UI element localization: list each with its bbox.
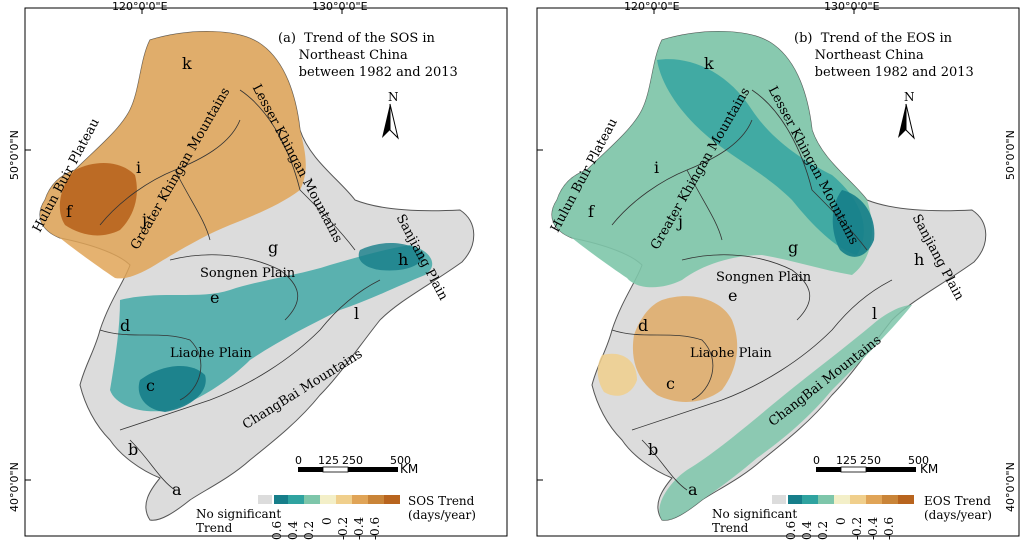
legend-tick: 0 [320,517,334,525]
scale-tick-0: 0 [295,454,302,467]
legend-tick: -0.4 [866,516,880,540]
label-songnen: Songnen Plain [716,270,812,285]
label-liaohe: Liaohe Plain [170,346,252,361]
lat-label-40: 40°0'0"N [8,462,21,512]
lon-label-120: 120°0'0"E [624,0,680,13]
legend-title: SOS Trend (days/year) [408,494,476,522]
legend-tick: 0.2 [816,520,830,540]
sos-strong-negative-zone [138,365,206,412]
eos-negative-trend-zone [552,31,872,288]
legend-tick: 0.6 [270,520,284,540]
region-letter-e: e [728,286,738,305]
legend-no-trend: No significant Trend [712,507,798,535]
region-letter-j: j [678,212,683,231]
sos-negative-zone-east [358,243,425,271]
scale-tick-0: 0 [813,454,820,467]
scale-tick-250: 250 [342,454,363,467]
region-letter-f: f [588,202,594,221]
legend-tick: -0.4 [352,516,366,540]
lat-label-40: 40°0'0"N [1004,462,1017,512]
legend-swatches [258,495,400,504]
panel-eos: 120°0'0"E 130°0'0"E 50°0'0"N 40°0'0"N (b… [512,0,1024,544]
lat-label-50: 50°0'0"N [1004,130,1017,180]
sos-map [24,7,508,537]
region-letter-g: g [268,238,279,257]
scale-bar [816,466,916,473]
map-title: (a) Trend of the SOS in Northeast China … [278,31,458,80]
eos-west-positive-zone [597,353,637,396]
legend-tick: 0.4 [800,520,814,540]
legend-tick: 0.6 [784,520,798,540]
north-label: N [388,90,399,104]
region-letter-b: b [648,440,659,459]
region-letter-d: d [638,316,649,335]
legend-no-trend: No significant Trend [196,507,282,535]
region-letter-a: a [172,480,182,499]
scale-tick-500: 500 [908,454,929,467]
legend-tick: 0 [834,517,848,525]
region-letter-e: e [210,288,220,307]
legend-tick: -0.2 [336,516,350,540]
label-songnen: Songnen Plain [200,266,296,281]
region-letter-c: c [666,374,675,393]
region-letter-a: a [688,480,698,499]
north-arrow-icon [382,103,399,140]
scale-tick-250: 250 [860,454,881,467]
region-letter-k: k [704,54,714,73]
north-label: N [904,90,915,104]
eos-positive-trend-zone [632,296,738,402]
legend-tick: 0.4 [286,520,300,540]
region-letter-i: i [136,158,142,177]
scale-bar [298,466,398,473]
legend-tick: -0.2 [850,516,864,540]
north-arrow-icon [898,103,915,140]
lon-label-130: 130°0'0"E [824,0,880,13]
legend-swatches [772,495,914,504]
region-letter-l: l [354,304,360,323]
region-letter-i: i [654,158,660,177]
eos-changbai-zone [659,305,912,521]
eos-map [536,7,1020,537]
legend-tick: -0.6 [368,516,382,540]
region-letter-b: b [128,440,139,459]
lon-label-120: 120°0'0"E [112,0,168,13]
sos-strong-positive-zone [59,163,137,236]
region-boundaries [611,89,893,491]
region-letter-h: h [398,250,409,269]
scale-tick-125: 125 [318,454,339,467]
region-letter-h: h [914,250,925,269]
region-letter-f: f [66,202,72,221]
map-title: (b) Trend of the EOS in Northeast China … [794,31,974,80]
scale-tick-125: 125 [836,454,857,467]
region-letter-l: l [872,304,878,323]
eos-strong-negative-zone [657,59,864,255]
region-letter-j: j [142,210,147,229]
scale-tick-500: 500 [390,454,411,467]
scale-unit: KM [920,462,939,476]
region-boundaries [99,89,381,491]
region-letter-k: k [182,54,192,73]
lat-label-50: 50°0'0"N [8,130,21,180]
scale-unit: KM [400,462,419,476]
region-letter-c: c [146,376,155,395]
eos-strongest-negative-zone [832,190,875,257]
legend-tick: 0.2 [302,520,316,540]
legend-tick: -0.6 [882,516,896,540]
label-liaohe: Liaohe Plain [690,346,772,361]
legend-title: EOS Trend (days/year) [924,494,992,522]
panel-sos: 120°0'0"E 130°0'0"E 50°0'0"N 40°0'0"N (a… [8,0,508,540]
lon-label-130: 130°0'0"E [312,0,368,13]
region-letter-g: g [788,238,799,257]
region-letter-d: d [120,316,131,335]
